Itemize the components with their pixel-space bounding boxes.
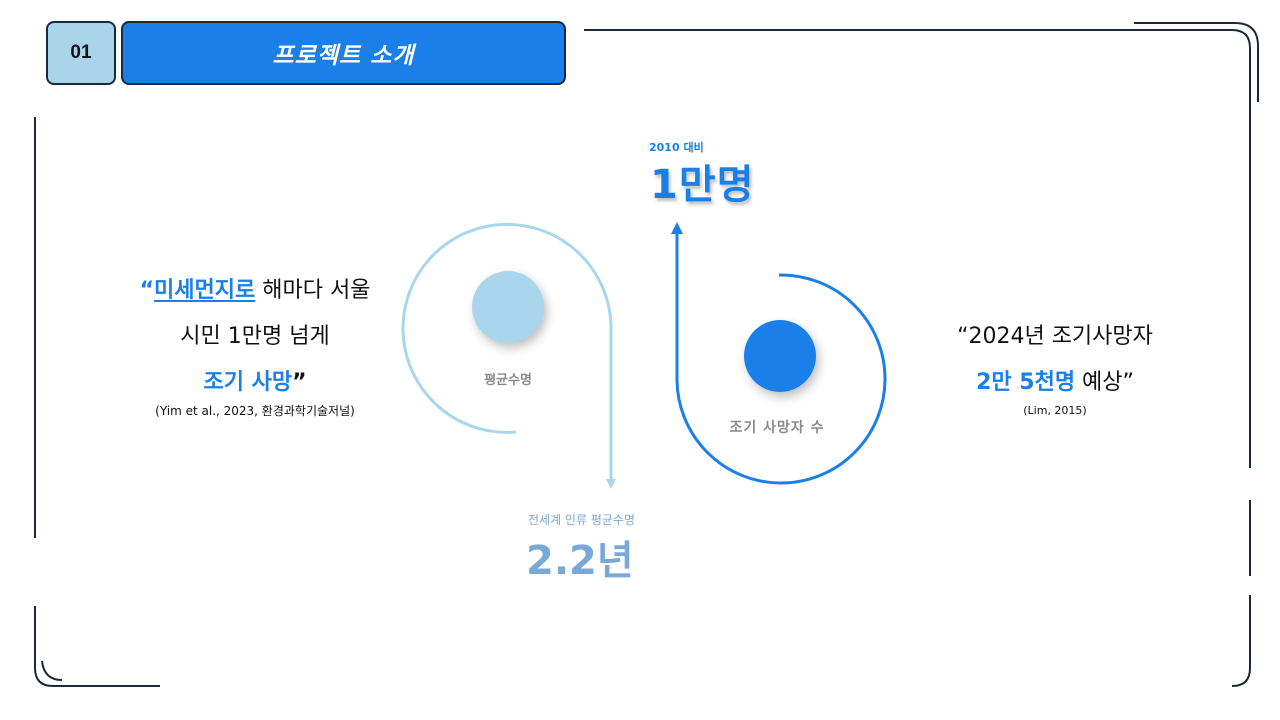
section-title: 프로젝트 소개 — [272, 43, 415, 69]
right-citation: (Lim, 2015) — [1023, 404, 1087, 417]
right-quote-line-2-rest: 예상” — [1075, 370, 1134, 395]
avg-life-arc — [401, 222, 616, 489]
left-quote: “미세먼지로 해마다 서울 시민 1만명 넘게 조기 사망” — [95, 268, 415, 406]
bottom-stat-value: 2.2년 — [526, 538, 634, 584]
left-quote-line-1-rest: 해마다 서울 — [255, 278, 371, 303]
top-stat-caption: 2010 대비 — [649, 141, 704, 154]
right-quote-line-2: 2만 5천명 예상” — [905, 360, 1205, 406]
section-title-banner: 프로젝트 소개 — [121, 21, 566, 85]
avg-life-label: 평균수명 — [484, 373, 532, 388]
bottom-stat-caption: 전세계 인류 평균수명 — [528, 513, 635, 527]
early-death-highlight: 조기 사망 — [203, 370, 293, 395]
section-number: 01 — [70, 42, 92, 63]
early-death-label: 조기 사망자 수 — [729, 420, 825, 436]
left-quote-line-1: “미세먼지로 해마다 서울 — [95, 268, 415, 314]
section-number-badge: 01 — [46, 21, 116, 85]
top-stat-value: 1만명 — [650, 162, 755, 208]
left-quote-line-2: 시민 1만명 넘게 — [180, 324, 330, 349]
early-death-circle — [744, 320, 816, 392]
avg-life-circle — [472, 271, 544, 343]
fine-dust-highlight: 미세먼지로 — [154, 278, 256, 303]
right-quote: “2024년 조기사망자 2만 5천명 예상” — [905, 314, 1205, 406]
right-quote-line-1: “2024년 조기사망자 — [957, 324, 1153, 349]
open-quote-mark: “ — [139, 278, 155, 303]
left-quote-line-3: 조기 사망” — [95, 360, 415, 406]
left-citation: (Yim et al., 2023, 환경과학기술저널) — [155, 404, 355, 418]
close-quote-mark: ” — [292, 370, 307, 395]
projected-deaths-highlight: 2만 5천명 — [976, 370, 1076, 395]
